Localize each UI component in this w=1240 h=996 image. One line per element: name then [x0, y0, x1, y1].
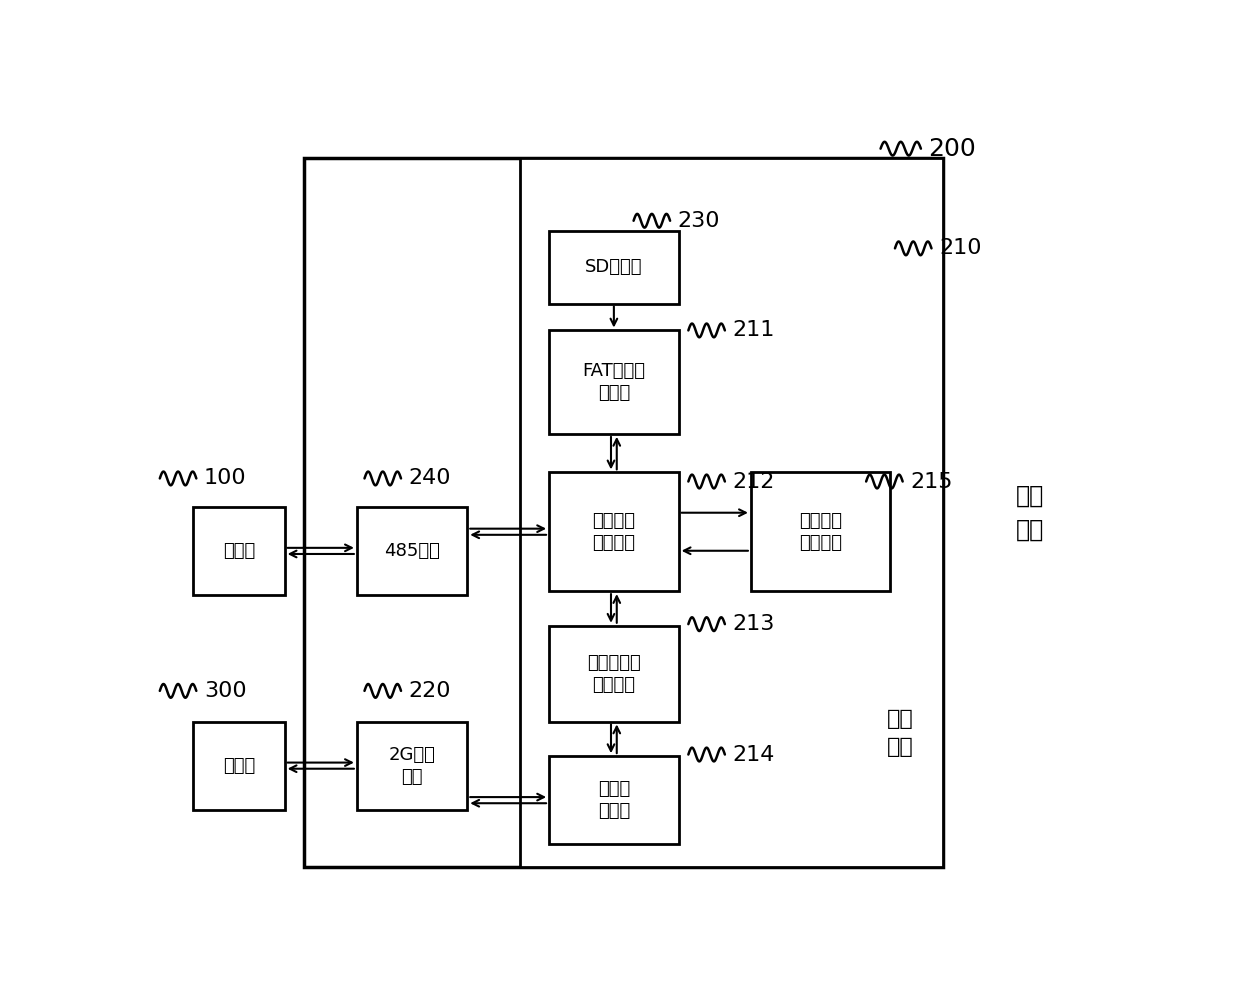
Bar — [549, 472, 678, 592]
Text: 211: 211 — [733, 321, 775, 341]
Text: 200: 200 — [929, 136, 976, 160]
Text: 210: 210 — [939, 238, 982, 258]
Text: 服务器: 服务器 — [223, 757, 255, 775]
Text: 220: 220 — [409, 681, 451, 701]
Bar — [304, 158, 944, 868]
Bar — [521, 158, 944, 868]
Bar — [193, 721, 285, 810]
Text: 数据上传及
下发单元: 数据上传及 下发单元 — [587, 653, 641, 694]
Bar — [357, 721, 467, 810]
Bar — [549, 231, 678, 304]
Text: 主控
单元: 主控 单元 — [887, 709, 913, 757]
Text: 300: 300 — [205, 681, 247, 701]
Text: 485芯片: 485芯片 — [384, 542, 440, 560]
Bar — [549, 756, 678, 845]
Text: 无线
模块: 无线 模块 — [1016, 484, 1044, 542]
Bar — [549, 625, 678, 721]
Text: 链路侦
测单元: 链路侦 测单元 — [598, 780, 630, 821]
Bar — [357, 507, 467, 595]
Text: SD卡单元: SD卡单元 — [585, 258, 642, 276]
Text: 240: 240 — [409, 468, 451, 488]
Text: 逻辑时序
处理单元: 逻辑时序 处理单元 — [799, 512, 842, 552]
Text: 充电桩: 充电桩 — [223, 542, 255, 560]
Bar — [549, 331, 678, 434]
Text: 100: 100 — [205, 468, 247, 488]
Text: 消息队列
处理单元: 消息队列 处理单元 — [593, 512, 635, 552]
Text: FAT文件系
统单元: FAT文件系 统单元 — [583, 363, 645, 402]
Text: 215: 215 — [910, 471, 952, 491]
Bar — [751, 472, 890, 592]
Text: 2G无线
芯片: 2G无线 芯片 — [388, 746, 435, 786]
Text: 213: 213 — [733, 615, 775, 634]
Text: 214: 214 — [733, 745, 775, 765]
Bar — [193, 507, 285, 595]
Text: 212: 212 — [733, 471, 775, 491]
Text: 230: 230 — [678, 211, 720, 231]
